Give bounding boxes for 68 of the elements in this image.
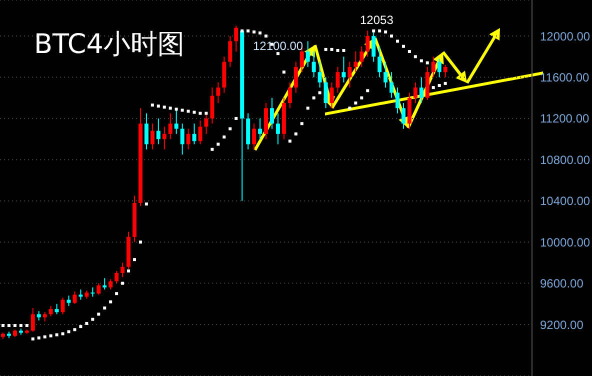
candlestick <box>228 36 232 68</box>
candlestick <box>216 82 220 104</box>
candlestick <box>318 61 322 88</box>
candlestick <box>330 82 334 109</box>
candlestick <box>312 51 316 78</box>
candlestick <box>108 278 113 290</box>
candlestick <box>324 76 328 109</box>
candlestick <box>372 31 376 62</box>
y-tick-label: 9600.00 <box>540 276 584 291</box>
y-tick-label: 11200.00 <box>540 112 590 126</box>
candlestick <box>36 310 41 321</box>
candlestick <box>306 40 310 68</box>
candlestick <box>276 112 280 145</box>
candlestick <box>72 291 77 304</box>
candlestick <box>443 64 448 78</box>
candlestick <box>102 278 107 290</box>
candlestick <box>180 123 184 156</box>
candlestick <box>419 76 424 104</box>
candlestick <box>336 66 340 94</box>
candlestick <box>348 61 352 88</box>
y-tick-label: 10800.00 <box>540 152 590 167</box>
candlestick <box>234 25 238 52</box>
candlestick <box>294 61 298 94</box>
candlestick <box>366 30 370 58</box>
candlestick <box>48 305 53 317</box>
candlestick <box>42 312 47 322</box>
candlestick <box>60 297 65 315</box>
candlestick <box>270 97 274 130</box>
candlestick <box>204 112 208 134</box>
y-tick-label: 10400.00 <box>540 194 590 208</box>
candlestick <box>96 282 101 296</box>
candlestick <box>162 126 166 150</box>
annotation: 12053 <box>360 13 394 27</box>
candlestick <box>174 108 178 134</box>
candlestick <box>144 112 148 150</box>
candlestick <box>54 303 59 315</box>
candlestick <box>378 46 382 78</box>
candlestick <box>186 128 190 150</box>
candlestick <box>437 58 442 78</box>
candlestick <box>192 123 196 145</box>
candlestick <box>360 46 364 68</box>
candlestick <box>150 123 154 150</box>
candlestick <box>168 112 172 140</box>
candlestick <box>66 295 71 306</box>
candlestick <box>401 102 406 130</box>
candlestick <box>156 118 160 145</box>
candlestick <box>258 118 262 140</box>
text: BTC4小时图 <box>34 28 184 62</box>
candlestick <box>120 262 125 278</box>
candlestick <box>390 72 394 98</box>
candlestick <box>252 123 256 150</box>
candlestick <box>78 288 83 300</box>
y-tick-label: 9200.00 <box>540 318 584 332</box>
candlestick <box>114 270 119 284</box>
candlestick <box>342 56 346 83</box>
candlestick <box>413 82 418 104</box>
candlestick <box>384 61 388 88</box>
y-tick-label: 10000.00 <box>540 235 590 250</box>
candlestick <box>30 308 35 332</box>
candlestick <box>354 51 358 73</box>
candlestick <box>198 120 202 145</box>
candlestick <box>210 87 214 124</box>
candlestick <box>431 56 436 78</box>
y-tick-label: 12000.00 <box>540 29 590 44</box>
y-tick-label: 11600.00 <box>540 70 590 85</box>
candlestick <box>396 87 400 114</box>
candlestick <box>90 286 95 298</box>
candlestick <box>288 82 292 109</box>
